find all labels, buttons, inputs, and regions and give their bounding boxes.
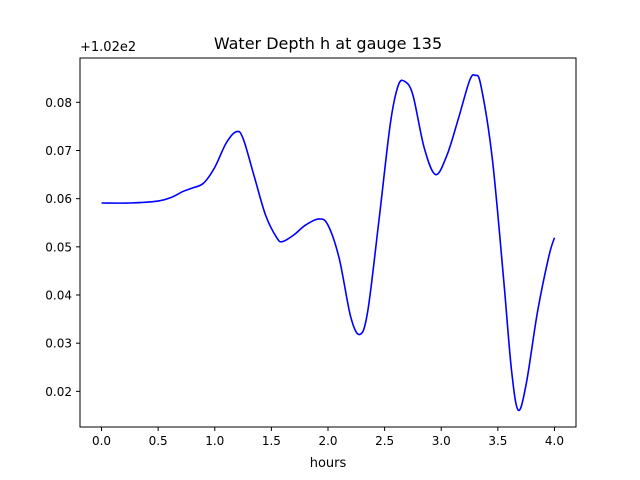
y-tick-label-4: 0.06: [45, 192, 72, 206]
y-tick-label-5: 0.07: [45, 144, 72, 158]
y-tick-label-6: 0.08: [45, 96, 72, 110]
y-tick-label-2: 0.04: [45, 289, 72, 303]
x-tick-label-0: 0.0: [92, 434, 111, 448]
x-tick-label-7: 3.5: [488, 434, 507, 448]
series-line-0: [101, 73, 556, 412]
x-axis-label: hours: [310, 456, 347, 471]
x-tick-label-2: 1.0: [205, 434, 224, 448]
x-tick-label-5: 2.5: [375, 434, 394, 448]
y-offset-label: +1.02e2: [80, 40, 136, 55]
y-tick-label-0: 0.02: [45, 385, 72, 399]
plot-area: 0.0 0.5 1.0 1.5 2.0 2.5 3.0 3.5 4.0 0.02 0.03 0.04 0…: [45, 57, 577, 448]
x-tick-label-4: 2.0: [318, 434, 337, 448]
x-tick-label-1: 0.5: [149, 434, 168, 448]
chart-title: Water Depth h at gauge 135: [214, 34, 442, 53]
x-tick-label-3: 1.5: [262, 434, 281, 448]
y-tick-label-1: 0.03: [45, 337, 72, 351]
x-tick-label-6: 3.0: [432, 434, 451, 448]
y-tick-label-3: 0.05: [45, 240, 72, 254]
x-tick-label-8: 4.0: [545, 434, 564, 448]
